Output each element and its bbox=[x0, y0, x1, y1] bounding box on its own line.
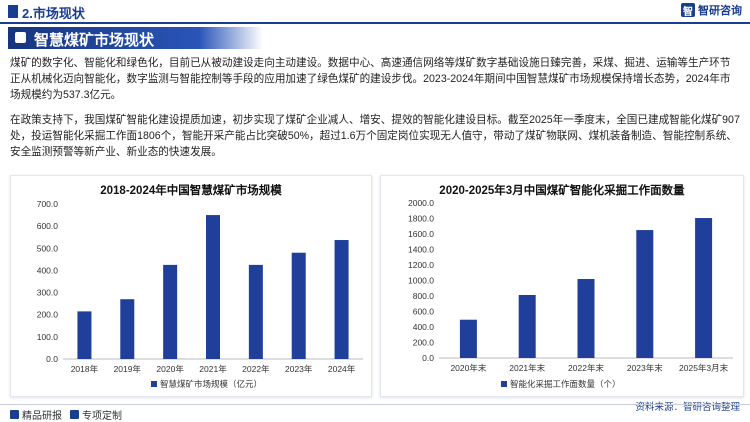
paragraph-policy: 在政策支持下，我国煤矿智能化建设提质加速，初步实现了煤矿企业减人、增安、提效的智… bbox=[10, 114, 740, 158]
chart-title: 2018-2024年中国智慧煤矿市场规模 bbox=[100, 185, 282, 197]
section-title: 2.市场现状 bbox=[22, 6, 85, 21]
brand-name: 智研咨询 bbox=[698, 5, 742, 17]
brand-logo: 智 智研咨询 bbox=[681, 2, 742, 18]
report-icon bbox=[10, 410, 19, 419]
y-tick-label: 400.0 bbox=[413, 322, 435, 332]
bar bbox=[577, 279, 595, 358]
y-tick-label: 1600.0 bbox=[408, 229, 434, 239]
chart-card-workface-count: 2020-2025年3月中国煤矿智能化采掘工作面数量 0.0 200.0 400.0… bbox=[380, 175, 744, 397]
bar bbox=[248, 264, 263, 359]
y-tick-label: 800.0 bbox=[413, 291, 435, 301]
bar bbox=[459, 319, 477, 358]
legend-label: 智能化采掘工作面数量（个） bbox=[510, 379, 621, 389]
footer-report-label: 精品研报 bbox=[22, 411, 62, 422]
footer-divider bbox=[0, 404, 750, 405]
x-tick-label: 2020年 bbox=[156, 364, 184, 374]
x-tick-label: 2021年末 bbox=[509, 363, 545, 373]
market-size-chart: 0.0 100.0 200.0 300.0 400.0 500.0 600.0 700.0 20… bbox=[37, 199, 363, 389]
footer-report-link[interactable]: 精品研报 bbox=[10, 407, 62, 422]
y-tick-label: 1400.0 bbox=[408, 245, 434, 255]
x-tick-label: 2019年 bbox=[114, 364, 142, 374]
y-tick-label: 100.0 bbox=[37, 332, 59, 342]
custom-icon bbox=[70, 410, 79, 419]
bar bbox=[77, 311, 92, 359]
bar bbox=[636, 230, 654, 358]
page-title: 智慧煤矿市场现状 bbox=[34, 32, 155, 49]
footer-custom-label: 专项定制 bbox=[82, 411, 122, 422]
x-tick-label: 2021年 bbox=[199, 364, 227, 374]
top-bar: 2.市场现状 智 智研咨询 bbox=[0, 0, 750, 24]
x-tick-label: 2023年 bbox=[285, 364, 313, 374]
y-tick-label: 600.0 bbox=[413, 307, 435, 317]
y-tick-label: 200.0 bbox=[413, 338, 435, 348]
x-tick-label: 2022年末 bbox=[568, 363, 604, 373]
bar bbox=[334, 240, 349, 359]
x-tick-label: 2022年 bbox=[242, 364, 270, 374]
y-tick-label: 1800.0 bbox=[408, 214, 434, 224]
workface-count-chart: 0.0 200.0 400.0 600.0 800.0 1000.0 1200.0 1400.… bbox=[408, 198, 733, 389]
y-tick-label: 600.0 bbox=[37, 221, 59, 231]
y-tick-label: 1000.0 bbox=[408, 276, 434, 286]
header-divider bbox=[0, 22, 750, 24]
y-tick-label: 2000.0 bbox=[408, 198, 434, 208]
y-tick-label: 0.0 bbox=[46, 354, 58, 364]
chart-card-market-size: 2018-2024年中国智慧煤矿市场规模 0.0 100.0 200.0 300.0 4… bbox=[10, 175, 372, 397]
x-tick-label: 2024年 bbox=[328, 364, 356, 374]
legend-swatch bbox=[501, 381, 507, 387]
bar bbox=[695, 218, 713, 358]
source-note: 资料来源：智研咨询整理 bbox=[635, 402, 740, 413]
x-tick-label: 2025年3月末 bbox=[679, 363, 729, 373]
bar bbox=[120, 299, 135, 359]
footer-custom-link[interactable]: 专项定制 bbox=[70, 407, 122, 422]
chart-title: 2020-2025年3月中国煤矿智能化采掘工作面数量 bbox=[439, 185, 685, 197]
footer: 精品研报 专项定制 bbox=[0, 404, 750, 422]
banner-square-icon bbox=[15, 32, 26, 43]
brand-logo-icon: 智 bbox=[681, 3, 695, 18]
x-tick-label: 2023年末 bbox=[627, 363, 663, 373]
page-banner: 智慧煤矿市场现状 bbox=[8, 27, 263, 49]
legend-label: 智慧煤矿市场规模（亿元） bbox=[160, 379, 262, 389]
y-tick-label: 1200.0 bbox=[408, 260, 434, 270]
legend-swatch bbox=[151, 381, 157, 387]
y-tick-label: 0.0 bbox=[422, 353, 434, 363]
y-tick-label: 400.0 bbox=[37, 265, 59, 275]
paragraph-intro: 煤矿的数字化、智能化和绿色化，目前已从被动建设走向主动建设。数据中心、高速通信网… bbox=[10, 57, 731, 101]
bar bbox=[518, 294, 536, 358]
y-tick-label: 700.0 bbox=[37, 199, 59, 209]
y-tick-label: 200.0 bbox=[37, 310, 59, 320]
x-tick-label: 2020年末 bbox=[450, 363, 486, 373]
y-tick-label: 300.0 bbox=[37, 288, 59, 298]
section-marker bbox=[8, 5, 18, 18]
bar bbox=[291, 252, 306, 359]
x-tick-label: 2018年 bbox=[71, 364, 99, 374]
bar bbox=[163, 264, 178, 359]
y-tick-label: 500.0 bbox=[37, 243, 59, 253]
bar bbox=[206, 215, 220, 359]
